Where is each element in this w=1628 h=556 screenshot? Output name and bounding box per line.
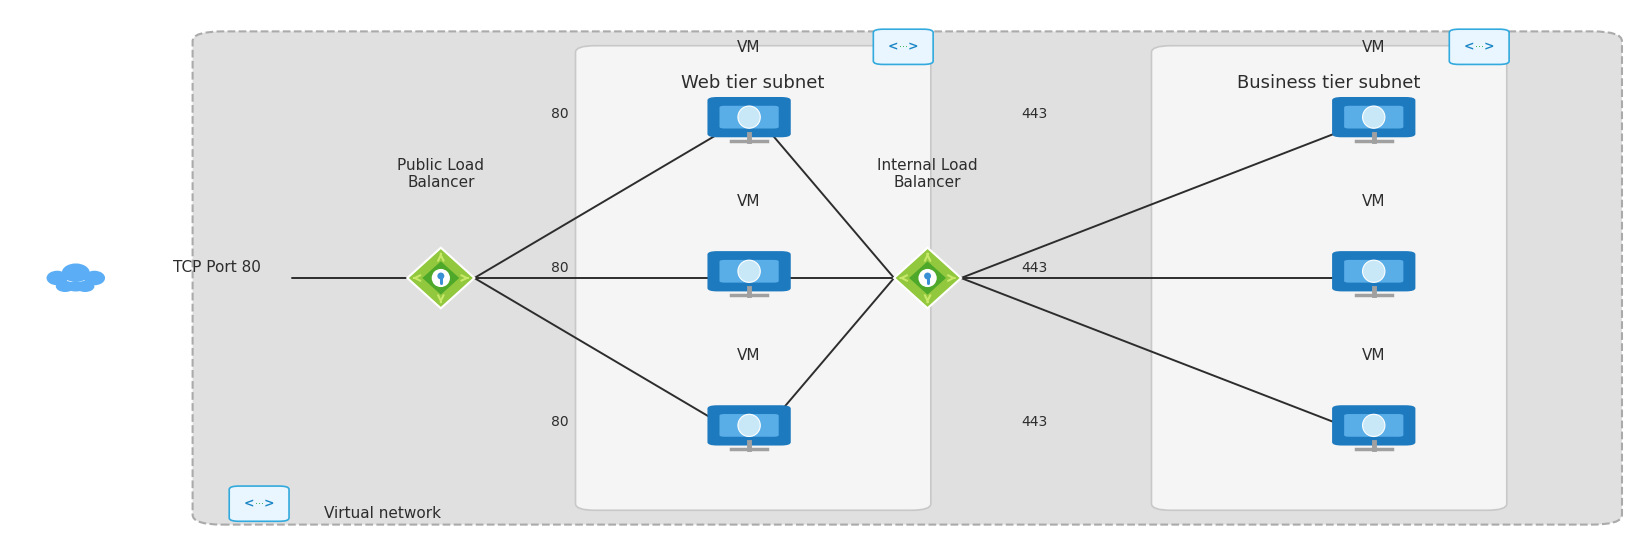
Text: 80: 80 xyxy=(552,415,568,429)
Text: ···: ··· xyxy=(1475,42,1483,52)
Text: Web tier subnet: Web tier subnet xyxy=(682,75,825,92)
Ellipse shape xyxy=(438,272,444,280)
Ellipse shape xyxy=(1363,106,1385,128)
Ellipse shape xyxy=(55,281,75,292)
Text: 443: 443 xyxy=(1022,107,1048,121)
Ellipse shape xyxy=(83,271,106,285)
Text: Business tier subnet: Business tier subnet xyxy=(1237,75,1421,92)
Text: VM: VM xyxy=(737,348,760,363)
Text: >: > xyxy=(908,41,918,53)
Text: <: < xyxy=(244,497,254,510)
FancyBboxPatch shape xyxy=(1345,106,1403,128)
Text: 80: 80 xyxy=(552,261,568,275)
FancyBboxPatch shape xyxy=(1332,251,1415,291)
FancyBboxPatch shape xyxy=(230,486,290,522)
Ellipse shape xyxy=(77,281,94,292)
Ellipse shape xyxy=(925,272,931,280)
Ellipse shape xyxy=(1363,260,1385,282)
Text: ···: ··· xyxy=(899,42,908,52)
FancyBboxPatch shape xyxy=(1332,405,1415,445)
Ellipse shape xyxy=(918,269,936,287)
FancyBboxPatch shape xyxy=(708,405,791,445)
Text: 443: 443 xyxy=(1022,261,1048,275)
FancyBboxPatch shape xyxy=(720,106,778,128)
Text: VM: VM xyxy=(737,194,760,209)
Text: TCP Port 80: TCP Port 80 xyxy=(173,260,260,275)
Text: VM: VM xyxy=(1363,194,1385,209)
Text: 80: 80 xyxy=(552,107,568,121)
Ellipse shape xyxy=(431,269,449,287)
Text: Virtual network: Virtual network xyxy=(324,507,441,522)
Polygon shape xyxy=(908,261,946,295)
FancyBboxPatch shape xyxy=(1449,29,1509,64)
Text: >: > xyxy=(264,497,275,510)
Ellipse shape xyxy=(65,281,86,291)
FancyBboxPatch shape xyxy=(1151,46,1508,510)
Text: ···: ··· xyxy=(254,499,264,509)
FancyBboxPatch shape xyxy=(708,97,791,137)
Text: <: < xyxy=(1464,41,1475,53)
FancyBboxPatch shape xyxy=(1345,260,1403,282)
Ellipse shape xyxy=(737,414,760,436)
FancyBboxPatch shape xyxy=(192,31,1621,525)
Text: Public Load
Balancer: Public Load Balancer xyxy=(397,157,485,190)
Ellipse shape xyxy=(737,106,760,128)
Text: VM: VM xyxy=(1363,40,1385,55)
Text: VM: VM xyxy=(1363,348,1385,363)
Text: VM: VM xyxy=(737,40,760,55)
Text: Internal Load
Balancer: Internal Load Balancer xyxy=(877,157,978,190)
FancyBboxPatch shape xyxy=(720,260,778,282)
Polygon shape xyxy=(407,248,474,308)
FancyBboxPatch shape xyxy=(1332,97,1415,137)
Ellipse shape xyxy=(1363,414,1385,436)
Polygon shape xyxy=(894,248,961,308)
FancyBboxPatch shape xyxy=(1345,414,1403,437)
FancyBboxPatch shape xyxy=(576,46,931,510)
FancyBboxPatch shape xyxy=(873,29,933,64)
Text: >: > xyxy=(1485,41,1495,53)
Ellipse shape xyxy=(737,260,760,282)
FancyBboxPatch shape xyxy=(708,251,791,291)
Ellipse shape xyxy=(62,264,90,282)
Polygon shape xyxy=(422,261,459,295)
Text: <: < xyxy=(887,41,899,53)
Text: 443: 443 xyxy=(1022,415,1048,429)
Ellipse shape xyxy=(47,271,68,285)
FancyBboxPatch shape xyxy=(720,414,778,437)
